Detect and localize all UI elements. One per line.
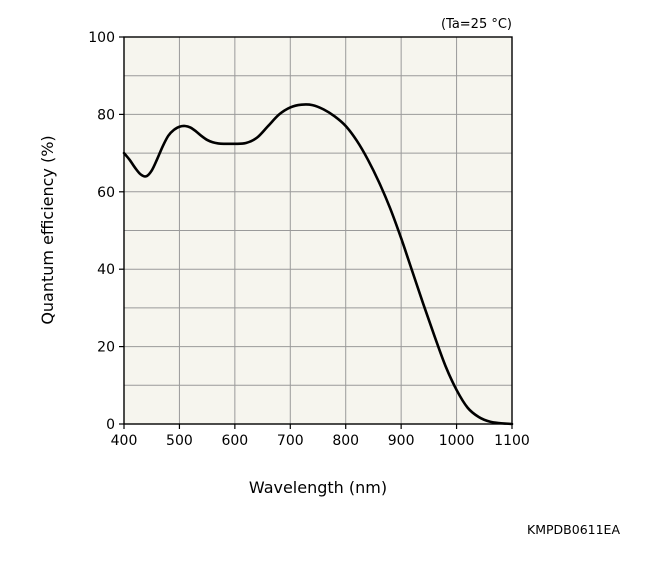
x-axis-title: Wavelength (nm) bbox=[249, 478, 387, 497]
y-tick-label: 0 bbox=[106, 417, 115, 433]
x-tick-label: 1000 bbox=[439, 433, 475, 449]
x-tick-label: 700 bbox=[277, 433, 304, 449]
y-tick-label: 60 bbox=[97, 185, 115, 201]
y-tick-label: 40 bbox=[97, 262, 115, 278]
grid-lines bbox=[124, 37, 512, 424]
figure-code: KMPDB0611EA bbox=[527, 522, 620, 537]
series-line bbox=[122, 103, 514, 426]
x-tick-label: 1100 bbox=[494, 433, 530, 449]
y-tick-label: 80 bbox=[97, 107, 115, 123]
y-tick-label: 100 bbox=[88, 30, 115, 46]
x-tick-label: 400 bbox=[111, 433, 138, 449]
y-axis-title: Quantum efficiency (%) bbox=[38, 135, 57, 324]
x-tick-label: 800 bbox=[332, 433, 359, 449]
y-tick-labels: 0 20 40 60 80 100 bbox=[88, 30, 115, 433]
x-tick-label: 500 bbox=[166, 433, 193, 449]
temperature-note: (Ta=25 °C) bbox=[441, 17, 512, 32]
x-tick-labels: 400 500 600 700 800 900 1000 1100 bbox=[111, 433, 530, 449]
x-tick-label: 900 bbox=[388, 433, 415, 449]
tick-marks bbox=[119, 36, 513, 429]
plot-frame bbox=[123, 36, 513, 425]
y-tick-label: 20 bbox=[97, 340, 115, 356]
x-tick-label: 600 bbox=[221, 433, 248, 449]
